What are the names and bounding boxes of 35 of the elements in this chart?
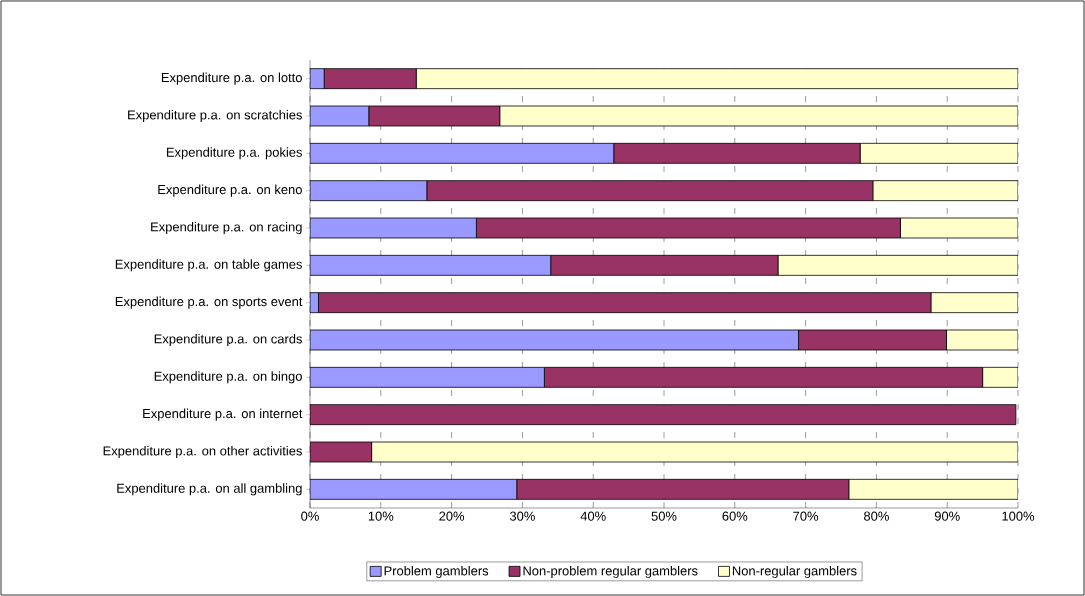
y-tick-label: Expenditure p.a. on bingo xyxy=(154,371,302,384)
bar xyxy=(543,366,984,388)
y-tick-label: Expenditure p.a. on cards xyxy=(154,333,302,347)
y-tick-label: Expenditure p.a. on all gambling xyxy=(117,483,302,496)
bar xyxy=(550,254,779,276)
x-tick-label: 50% xyxy=(651,511,677,521)
x-tick-label: 60% xyxy=(722,511,748,521)
y-tick-label: Expenditure p.a. on sports event xyxy=(115,296,303,309)
x-tick-label: 100% xyxy=(1002,511,1035,521)
bar xyxy=(426,180,874,202)
y-tick-label: Expenditure p.a. on lotto xyxy=(161,72,302,85)
y-tick-label: Expenditure p.a. on other activities xyxy=(103,445,302,459)
y-tick-label: Expenditure p.a. on keno xyxy=(158,184,302,197)
y-tick-label: Expenditure p.a. on racing xyxy=(151,221,302,235)
bar xyxy=(516,478,850,500)
x-tick-label: 30% xyxy=(509,511,535,521)
bar xyxy=(318,292,932,314)
bar xyxy=(613,142,861,164)
bar xyxy=(310,404,1017,426)
legend-label: Non-regular gamblers xyxy=(732,565,857,579)
y-tick-label: Expenditure p.a. pokies xyxy=(166,147,302,160)
x-tick-label: 40% xyxy=(580,511,606,521)
legend-label: Non-problem regular gamblers xyxy=(523,565,698,579)
legend-label: Problem gamblers xyxy=(384,565,489,579)
x-tick-label: 80% xyxy=(864,511,889,521)
x-tick-label: 70% xyxy=(793,511,819,521)
y-tick-label: Expenditure p.a. on table games xyxy=(115,259,302,272)
y-tick-label: Expenditure p.a. on internet xyxy=(143,408,303,421)
bar xyxy=(475,217,901,239)
x-tick-label: 0% xyxy=(301,511,319,521)
x-tick-label: 10% xyxy=(368,511,394,521)
y-tick-label: Expenditure p.a. on scratchies xyxy=(128,109,302,123)
x-tick-label: 90% xyxy=(934,511,960,521)
bar xyxy=(323,68,417,90)
x-tick-label: 20% xyxy=(439,511,465,521)
